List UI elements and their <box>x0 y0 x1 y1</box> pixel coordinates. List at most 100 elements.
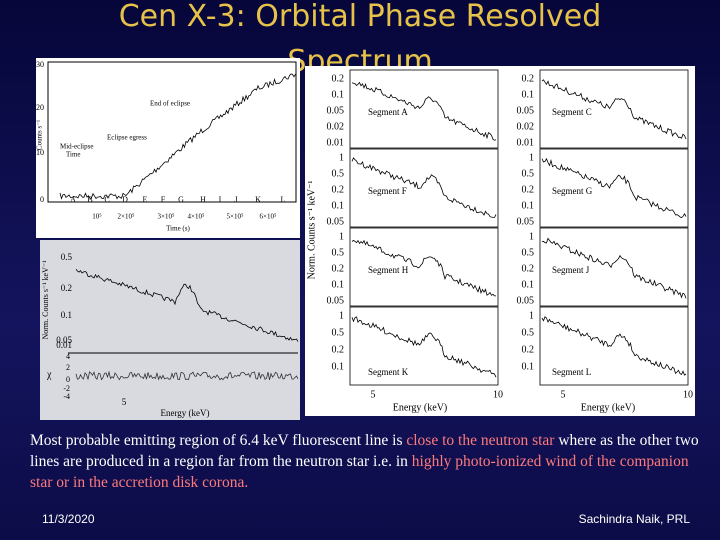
spectrum-curve <box>541 237 687 299</box>
y-axis-label: Norm. Counts s⁻¹ keV⁻¹ <box>41 260 50 340</box>
residuals <box>75 370 299 381</box>
segment-letter: C <box>104 195 109 204</box>
y-tick-label: 0.5 <box>522 168 535 179</box>
x-tick-label: 10 <box>493 389 503 400</box>
segment-label: Segment L <box>552 367 591 377</box>
spectrum-curve <box>541 79 687 140</box>
y-tick-label: 0.5 <box>61 252 73 262</box>
x-axis-label: Time (s) <box>166 225 190 233</box>
annotation: Eclipse egress <box>107 134 147 142</box>
text: Most probable emitting region of 6.4 keV… <box>30 432 407 449</box>
text: where as the other two lines are produce… <box>30 432 699 470</box>
annotation: Time <box>66 151 81 159</box>
y-tick-label: 0.2 <box>332 263 345 274</box>
x-tick-label: 3×10⁵ <box>158 213 175 221</box>
y-tick-label: 0.01 <box>327 137 345 148</box>
x-axis-label: Energy (keV) <box>160 408 209 418</box>
segment-letter: L <box>281 195 286 204</box>
x-tick-label: 5 <box>371 389 376 400</box>
y-tick-label: 0.5 <box>332 327 345 338</box>
residual-tick: 2 <box>66 363 70 372</box>
y-tick-label: 0.5 <box>332 168 345 179</box>
segment-letter: A <box>70 195 76 204</box>
segment-label: Segment A <box>368 107 408 117</box>
slide-title: Cen X-3: Orbital Phase Resolved Spectrum <box>118 0 602 79</box>
segment-letter: F <box>161 195 166 204</box>
y-tick-label: 0.2 <box>522 344 535 355</box>
y-axis-label: Counts s⁻¹ <box>36 120 44 150</box>
y-tick-label: 1 <box>529 152 534 163</box>
y-tick-label: 0.5 <box>332 247 345 258</box>
y-tick-label: 0.1 <box>332 89 345 100</box>
y-tick-label: 0.05 <box>517 295 535 306</box>
y-tick-label: 1 <box>529 310 534 321</box>
y-tick-label: 1 <box>339 231 344 242</box>
x-axis-label: Energy (keV) <box>393 402 448 413</box>
footer-author: Sachindra Naik, PRL <box>578 512 690 526</box>
y-tick-label: 0.2 <box>332 344 345 355</box>
x-tick-label: 6×10⁵ <box>260 213 277 221</box>
y-tick-label: 0.05 <box>327 295 345 306</box>
y-tick-label: 0 <box>40 195 44 204</box>
plot-frame <box>349 148 499 228</box>
segment-letter: D <box>122 195 128 204</box>
segment-letter: J <box>234 195 237 204</box>
spectrum <box>75 269 299 342</box>
segment-label: Segment C <box>552 107 592 117</box>
x-axis-label: Energy (keV) <box>581 402 636 413</box>
y-tick-label: 0.1 <box>332 361 345 372</box>
spectrum-curve <box>351 316 497 378</box>
plot-frame <box>539 227 689 307</box>
y-tick-label: 0.5 <box>522 247 535 258</box>
x-tick-label: 4×10⁵ <box>188 213 205 221</box>
y-tick-label: 0.2 <box>522 73 535 84</box>
spectrum-curve <box>351 239 496 297</box>
plot-frame <box>539 148 689 228</box>
x-tick-label: 5×10⁵ <box>227 213 244 221</box>
y-tick-label: 0.01 <box>517 137 535 148</box>
spectrum-panel <box>40 240 300 420</box>
residual-tick: -2 <box>63 384 70 393</box>
segment-label: Segment H <box>368 265 409 275</box>
axes <box>47 61 297 203</box>
spectrum-curve <box>351 81 497 141</box>
y-tick-label: 0.1 <box>522 89 535 100</box>
y-tick-label: 0.02 <box>517 121 535 132</box>
y-tick-label: 0.1 <box>332 279 345 290</box>
y-tick-label: 0.1 <box>522 200 535 211</box>
y-tick-label: 0.2 <box>522 184 535 195</box>
y-tick-label: 0.2 <box>332 184 345 195</box>
residual-tick: 0 <box>66 375 70 384</box>
x-tick-label: 5 <box>561 389 566 400</box>
segments-panel <box>305 66 695 416</box>
plot-frame <box>539 306 689 386</box>
y-tick-label: 0.2 <box>332 73 345 84</box>
y-tick-label: 0.1 <box>522 361 535 372</box>
segment-label: Segment G <box>552 186 593 196</box>
segment-letter: I <box>219 195 222 204</box>
x-tick-label: 10 <box>683 389 693 400</box>
segment-letter: K <box>255 195 261 204</box>
y-tick-label: 0.05 <box>56 335 72 345</box>
y-tick-label: 1 <box>339 152 344 163</box>
spectrum-curve <box>541 316 687 376</box>
plot-frame <box>349 227 499 307</box>
plot-frame <box>349 69 499 149</box>
x-tick-label: 10⁵ <box>92 213 102 221</box>
segment-letter: B <box>87 195 92 204</box>
segment-label: Segment K <box>368 367 409 377</box>
y-axis-label: Norm. Counts s⁻¹ keV⁻¹ <box>306 181 317 280</box>
x-tick-label: 5 <box>122 397 127 407</box>
y-tick-label: 0.2 <box>61 283 72 293</box>
y-tick-label: 0.05 <box>517 216 535 227</box>
y-tick-label: 0.05 <box>327 216 345 227</box>
y-tick-label: 0.1 <box>522 279 535 290</box>
y-tick-label: 0.1 <box>61 310 72 320</box>
highlight: close to the neutron star <box>406 432 555 449</box>
annotation: End of eclipse <box>150 100 190 108</box>
highlight: highly photo-ionized wind of the compani… <box>30 453 689 491</box>
y-tick-label: 0.2 <box>522 263 535 274</box>
residual-tick: -4 <box>63 392 70 401</box>
footer-date: 11/3/2020 <box>42 512 95 526</box>
